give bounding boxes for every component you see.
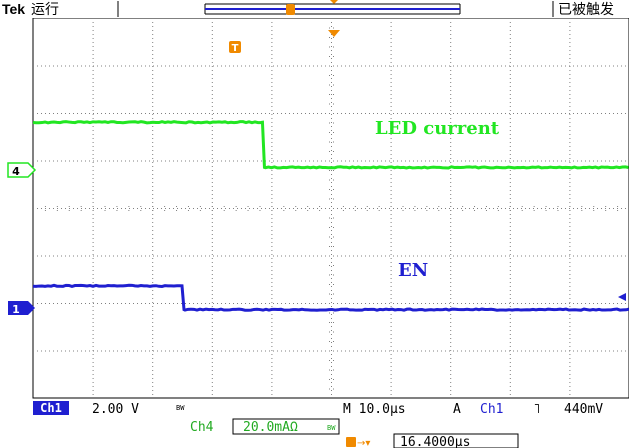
- trigger-position-arrow-readout-icon: →▾: [357, 438, 370, 448]
- trigger-position-icon: [346, 437, 356, 447]
- ch1-scale: 2.00 V: [92, 402, 139, 417]
- run-state: 运行: [31, 2, 59, 18]
- led-current-label: LED current: [375, 118, 500, 139]
- record-trigger-icon: [286, 4, 295, 15]
- ch4-bw-mark: BW: [327, 424, 336, 432]
- trigger-position: 16.4000µs: [400, 435, 470, 448]
- ch4-marker-label: 4: [12, 165, 20, 178]
- trigger-time-marker-label: T: [232, 43, 239, 54]
- ch1-marker-label: 1: [12, 303, 20, 316]
- ch1-readout-label: Ch1: [40, 401, 62, 415]
- brand-logo: Tek: [2, 1, 25, 17]
- en-label: EN: [398, 260, 428, 281]
- trigger-mode: A: [453, 402, 461, 417]
- ch4-scale: 20.0mAΩ: [243, 420, 298, 435]
- timebase[interactable]: M 10.0µs: [343, 402, 406, 417]
- ch1-ground-marker[interactable]: 1: [8, 301, 35, 316]
- trigger-source[interactable]: Ch1: [480, 402, 503, 417]
- bw-limit-mark: BW: [176, 404, 185, 412]
- trigger-level[interactable]: 440mV: [564, 402, 603, 417]
- trigger-status: 已被触发: [558, 2, 614, 18]
- trigger-slope-icon: ˥: [533, 402, 541, 417]
- ch4-readout-label: Ch4: [190, 420, 214, 435]
- ch4-ground-marker[interactable]: 4: [8, 163, 35, 178]
- trigger-time-marker[interactable]: T: [229, 41, 241, 54]
